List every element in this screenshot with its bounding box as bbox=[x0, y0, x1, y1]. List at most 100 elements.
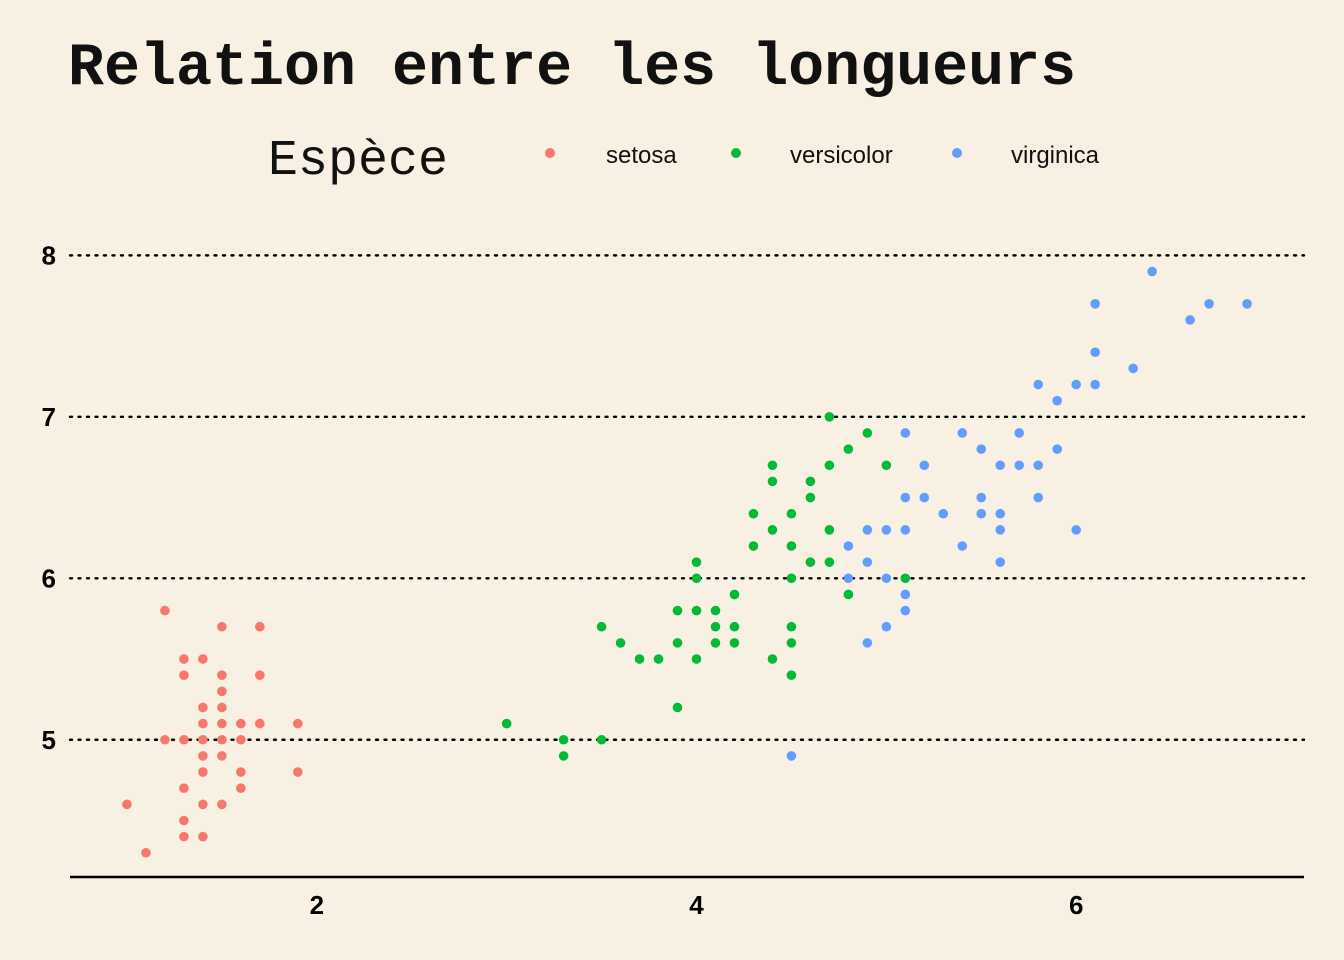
point-versicolor bbox=[805, 557, 816, 567]
legend: Espèce setosa versicolor virginica bbox=[268, 133, 1100, 190]
point-versicolor bbox=[672, 605, 683, 616]
point-virginica bbox=[995, 460, 1006, 471]
point-setosa bbox=[198, 799, 208, 810]
legend-label-setosa: setosa bbox=[606, 142, 677, 169]
point-setosa bbox=[160, 734, 170, 745]
x-tick-label: 4 bbox=[689, 890, 704, 920]
point-virginica bbox=[1147, 266, 1157, 277]
point-versicolor bbox=[786, 573, 797, 584]
point-setosa bbox=[198, 654, 208, 664]
point-virginica bbox=[881, 621, 892, 632]
point-virginica bbox=[976, 444, 987, 454]
point-setosa bbox=[179, 815, 189, 826]
x-tick-label: 6 bbox=[1069, 890, 1083, 920]
point-versicolor bbox=[615, 638, 626, 648]
point-virginica bbox=[862, 525, 873, 535]
point-virginica bbox=[843, 573, 854, 584]
point-versicolor bbox=[672, 702, 683, 713]
point-versicolor bbox=[558, 734, 569, 745]
legend-key-virginica bbox=[952, 148, 962, 158]
point-setosa bbox=[198, 734, 208, 745]
point-setosa bbox=[217, 702, 227, 713]
point-virginica bbox=[1204, 299, 1214, 309]
point-versicolor bbox=[786, 621, 797, 632]
point-setosa bbox=[179, 670, 189, 680]
point-virginica bbox=[900, 605, 911, 616]
legend-label-virginica: virginica bbox=[1011, 142, 1100, 169]
legend-title: Espèce bbox=[268, 133, 448, 190]
point-versicolor bbox=[824, 460, 835, 471]
point-virginica bbox=[919, 492, 930, 503]
point-versicolor bbox=[729, 621, 740, 632]
point-virginica bbox=[881, 525, 892, 535]
point-virginica bbox=[1014, 460, 1025, 471]
point-setosa bbox=[198, 751, 208, 761]
point-versicolor bbox=[653, 654, 664, 664]
y-axis-ticks: 5 6 7 8 bbox=[42, 240, 56, 754]
point-setosa bbox=[122, 799, 132, 810]
point-setosa bbox=[179, 783, 189, 793]
point-versicolor bbox=[805, 476, 816, 487]
x-tick-label: 2 bbox=[310, 890, 324, 920]
point-versicolor bbox=[710, 621, 721, 632]
point-versicolor bbox=[558, 751, 569, 761]
point-versicolor bbox=[691, 573, 702, 584]
point-setosa bbox=[236, 767, 246, 777]
point-setosa bbox=[160, 605, 170, 616]
point-setosa bbox=[236, 718, 246, 729]
point-virginica bbox=[900, 525, 911, 535]
point-virginica bbox=[1090, 347, 1100, 358]
point-versicolor bbox=[691, 654, 702, 664]
gridlines bbox=[68, 254, 1306, 741]
point-versicolor bbox=[862, 428, 873, 438]
point-versicolor bbox=[843, 444, 854, 454]
point-setosa bbox=[293, 718, 303, 729]
point-setosa bbox=[141, 847, 151, 858]
point-setosa bbox=[198, 702, 208, 713]
point-versicolor bbox=[843, 589, 854, 600]
point-virginica bbox=[995, 508, 1006, 519]
point-virginica bbox=[919, 460, 930, 471]
point-versicolor bbox=[710, 638, 721, 648]
point-setosa bbox=[217, 718, 227, 729]
point-virginica bbox=[1071, 379, 1081, 390]
point-setosa bbox=[217, 621, 227, 632]
point-setosa bbox=[198, 767, 208, 777]
y-tick-label: 7 bbox=[42, 402, 56, 432]
point-setosa bbox=[217, 799, 227, 810]
point-versicolor bbox=[805, 492, 816, 503]
point-versicolor bbox=[900, 573, 911, 584]
legend-key-setosa bbox=[545, 148, 555, 158]
point-versicolor bbox=[786, 508, 797, 519]
chart-title: Relation entre les longueurs bbox=[68, 35, 1076, 103]
point-virginica bbox=[900, 428, 911, 438]
point-versicolor bbox=[710, 605, 721, 616]
point-versicolor bbox=[748, 541, 759, 551]
point-virginica bbox=[995, 557, 1006, 567]
legend-label-versicolor: versicolor bbox=[790, 142, 893, 169]
point-virginica bbox=[1014, 428, 1025, 438]
point-versicolor bbox=[729, 589, 740, 600]
point-virginica bbox=[1128, 363, 1138, 374]
point-virginica bbox=[957, 541, 968, 551]
point-versicolor bbox=[691, 605, 702, 616]
point-virginica bbox=[1185, 315, 1195, 325]
point-virginica bbox=[900, 492, 911, 503]
point-virginica bbox=[1090, 299, 1100, 309]
point-versicolor bbox=[729, 638, 740, 648]
legend-key-versicolor bbox=[731, 148, 741, 158]
point-virginica bbox=[1033, 379, 1044, 390]
y-tick-label: 6 bbox=[42, 563, 56, 593]
point-setosa bbox=[179, 734, 189, 745]
point-setosa bbox=[179, 831, 189, 842]
point-setosa bbox=[198, 718, 208, 729]
point-versicolor bbox=[634, 654, 645, 664]
point-virginica bbox=[976, 508, 987, 519]
point-virginica bbox=[1052, 395, 1062, 406]
point-versicolor bbox=[824, 412, 835, 422]
point-setosa bbox=[217, 751, 227, 761]
point-versicolor bbox=[786, 541, 797, 551]
point-virginica bbox=[995, 525, 1006, 535]
point-virginica bbox=[862, 557, 873, 567]
